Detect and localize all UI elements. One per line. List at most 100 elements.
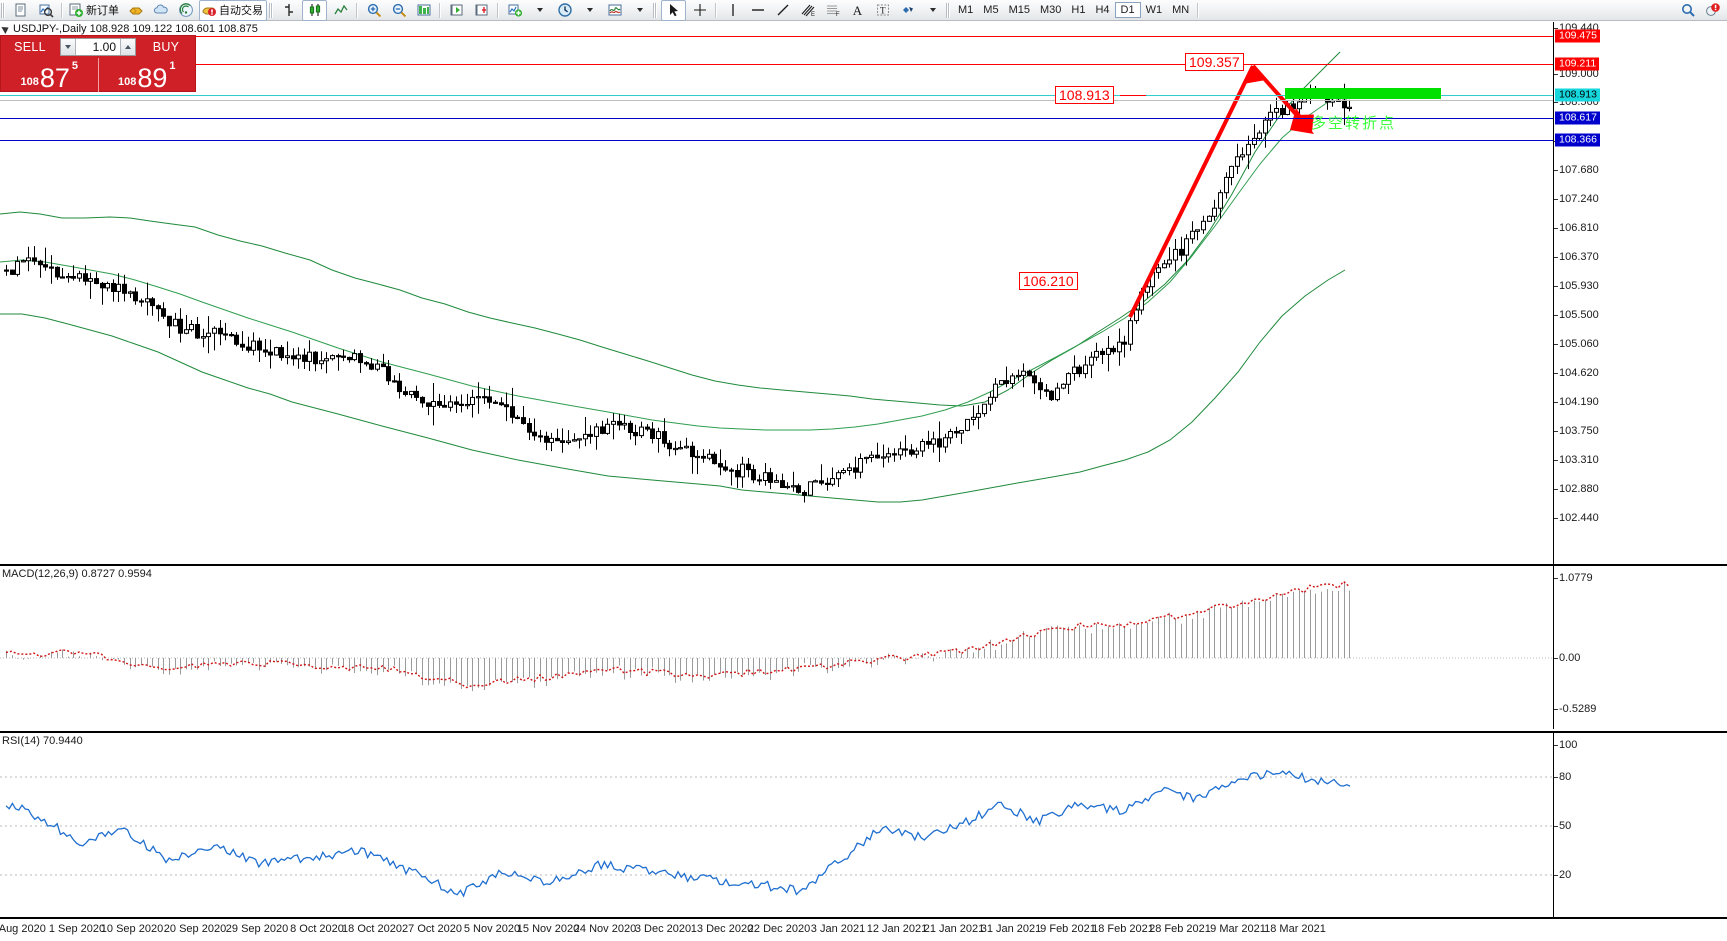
buy-price-prefix: 108	[117, 76, 137, 88]
trendline-icon[interactable]	[771, 1, 794, 20]
signal-icon[interactable]	[174, 1, 197, 20]
cloud-icon[interactable]	[149, 1, 172, 20]
timeframe-h1[interactable]: H1	[1071, 4, 1086, 16]
macd-tick: 0.00	[1553, 652, 1581, 664]
date-tick-label: 18 Mar 2021	[1264, 923, 1326, 935]
add-indicator-icon[interactable]	[503, 1, 526, 20]
price-tick: 102.880	[1554, 483, 1599, 495]
price-tick: 109.000	[1554, 68, 1599, 80]
macd-axis[interactable]: 1.0779 0.00 -0.5289	[1553, 566, 1727, 729]
candlestick-series	[4, 83, 1352, 503]
macd-tick: 1.0779	[1554, 572, 1593, 584]
buy-price-display[interactable]: 108 89 1	[97, 58, 196, 93]
buy-button[interactable]: BUY	[152, 40, 180, 54]
shapes-icon[interactable]	[896, 1, 919, 20]
bar-chart-icon[interactable]	[277, 1, 300, 20]
timeframe-h4[interactable]: H4	[1095, 4, 1110, 16]
toolbar-grip-2[interactable]	[269, 2, 273, 18]
chevron-down-icon[interactable]	[628, 1, 651, 20]
macd-pane[interactable]: MACD(12,26,9) 0.8727 0.9594 1.0779 0.00 …	[0, 564, 1727, 729]
toolbar-grip[interactable]	[1, 2, 5, 18]
fibonacci-icon[interactable]: F	[821, 1, 844, 20]
macd-canvas	[0, 580, 1554, 692]
autotrade-button[interactable]: 自动交易	[199, 0, 267, 21]
timeframe-m30[interactable]: M30	[1039, 4, 1062, 16]
date-tick-label: 13 Dec 2020	[690, 923, 754, 935]
price-tick: 105.500	[1554, 309, 1599, 321]
timeframe-d1[interactable]: D1	[1114, 2, 1141, 18]
text-label-icon[interactable]: T	[871, 1, 894, 20]
sell-price-prefix: 108	[20, 76, 39, 88]
line-chart-icon[interactable]	[329, 1, 352, 20]
horizontal-line-icon[interactable]	[746, 1, 769, 20]
price-label-high-connector	[1247, 64, 1255, 65]
chevron-down-icon[interactable]	[921, 1, 944, 20]
chart-grid-icon[interactable]	[412, 1, 435, 20]
price-label-low: 106.210	[1019, 272, 1078, 290]
timeframe-mn[interactable]: MN	[1172, 4, 1190, 16]
equidistant-channel-icon[interactable]: E	[796, 1, 819, 20]
lot-increment-button[interactable]	[120, 39, 135, 55]
zoom-in-icon[interactable]	[362, 1, 385, 20]
crosshair-icon[interactable]	[688, 1, 711, 20]
search-magnifier-icon[interactable]	[1676, 1, 1699, 20]
rsi-tick: 50	[1553, 820, 1572, 832]
zoom-out-icon[interactable]	[387, 1, 410, 20]
lot-size-value[interactable]: 1.00	[92, 40, 116, 54]
date-tick-label: 22 Dec 2020	[747, 923, 811, 935]
text-icon[interactable]: A	[852, 2, 863, 18]
new-order-label: 新订单	[86, 4, 119, 17]
lot-size-stepper[interactable]: 1.00	[60, 38, 136, 56]
templates-icon[interactable]	[603, 1, 626, 20]
price-axis[interactable]: 109.440 109.000 108.560 108.120 107.680 …	[1553, 22, 1727, 564]
one-click-trading-panel[interactable]: SELL 1.00 BUY 108 87 5 108 89 1	[0, 35, 196, 92]
date-tick-label: 28 Feb 2021	[1149, 923, 1211, 935]
timeframe-m1[interactable]: M1	[958, 4, 974, 16]
pivot-line-cyan-2	[0, 100, 1554, 101]
price-tag-alert-2: 109.211	[1555, 57, 1600, 71]
toolbar-grip-3[interactable]	[653, 2, 657, 18]
rsi-tick: 100	[1553, 739, 1578, 751]
macd-tick: -0.5289	[1553, 703, 1597, 715]
cursor-arrow-icon[interactable]	[661, 0, 686, 21]
chart-shift-icon[interactable]	[470, 1, 493, 20]
new-order-button[interactable]: 新订单	[67, 1, 122, 20]
alert-bell-icon[interactable]	[1701, 1, 1724, 20]
date-tick-label: 3 Jan 2021	[810, 923, 866, 935]
buy-price-big: 89	[137, 63, 168, 93]
rsi-pane[interactable]: RSI(14) 70.9440 100 80 50 20	[0, 731, 1727, 917]
lot-decrement-button[interactable]	[61, 39, 76, 55]
sell-button[interactable]: SELL	[14, 40, 46, 54]
vertical-line-icon[interactable]	[721, 1, 744, 20]
document-icon[interactable]	[9, 1, 32, 20]
autotrade-label: 自动交易	[219, 4, 263, 17]
resistance-line-2	[0, 64, 1554, 65]
timeframe-m15[interactable]: M15	[1008, 4, 1030, 16]
chevron-down-icon[interactable]	[578, 1, 601, 20]
toolbar-separator-5	[715, 2, 717, 18]
svg-text:F: F	[836, 12, 840, 18]
price-chart-pane[interactable]: 109.357 108.913 106.210 多空转折点 109.440 10…	[0, 22, 1727, 564]
toolbar-grip-4[interactable]	[946, 2, 950, 18]
sell-price-display[interactable]: 108 87 5	[1, 58, 98, 92]
toolbar-separator-6	[1197, 2, 1200, 18]
chart-search-icon[interactable]	[34, 1, 57, 20]
price-tag-alert-1: 109.475	[1555, 29, 1600, 43]
rsi-tick: 80	[1553, 771, 1572, 783]
auto-scroll-icon[interactable]	[445, 1, 468, 20]
buy-price-point: 1	[169, 60, 176, 72]
rsi-axis[interactable]: 100 80 50 20	[1553, 733, 1727, 917]
support-line-2	[0, 140, 1554, 141]
price-tag-current: 108.913	[1555, 88, 1600, 102]
timeframe-m5[interactable]: M5	[983, 4, 999, 16]
timeframe-w1[interactable]: W1	[1145, 4, 1163, 16]
price-tick: 105.060	[1554, 338, 1599, 350]
candlestick-chart-icon[interactable]	[302, 0, 327, 21]
trend-arrow-overlay	[1128, 64, 1314, 318]
price-tag-support-1: 108.617	[1555, 111, 1600, 125]
gold-bars-icon[interactable]	[124, 1, 147, 20]
period-clock-icon[interactable]	[553, 1, 576, 20]
chevron-down-icon[interactable]	[528, 1, 551, 20]
date-tick-label: 24 Nov 2020	[573, 923, 637, 935]
